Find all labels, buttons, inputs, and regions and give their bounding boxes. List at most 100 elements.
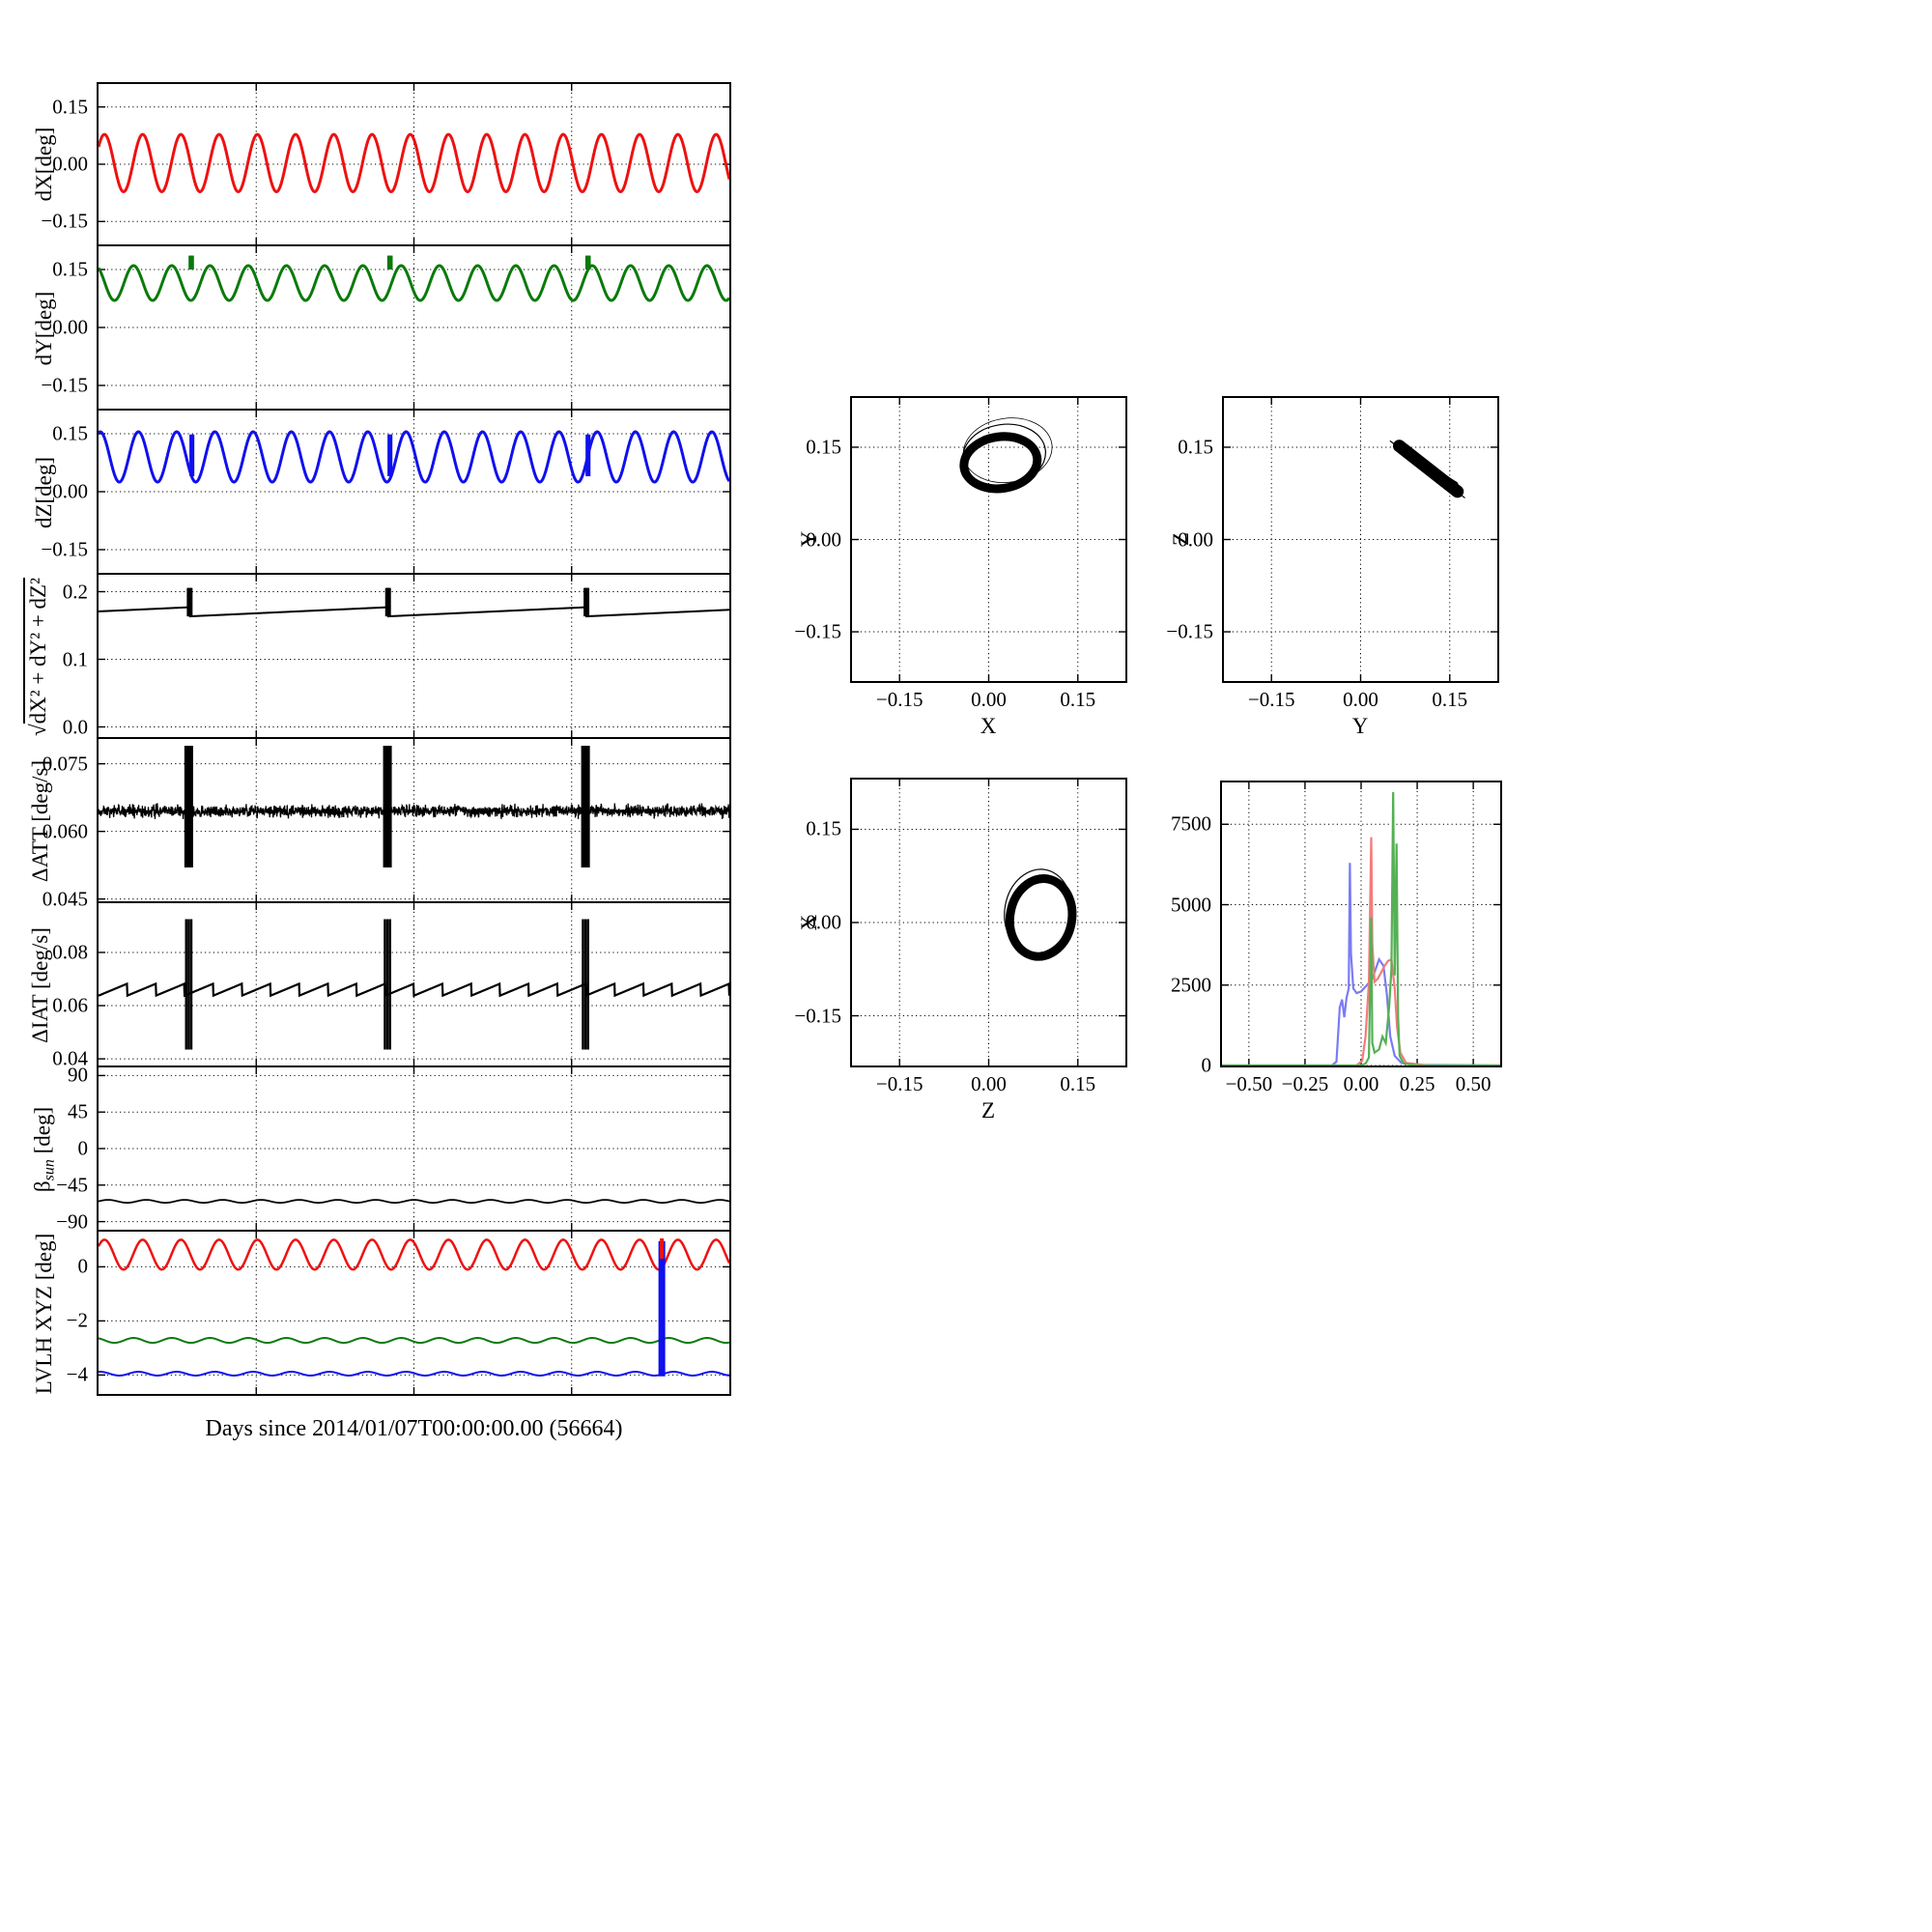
xtick-label: 0.50 bbox=[1455, 1072, 1492, 1095]
ytick-label: −4 bbox=[66, 1362, 88, 1386]
plot-delta-iat: 0.08 0.06 0.04 bbox=[52, 903, 731, 1070]
series-lvlh-z bbox=[99, 1371, 729, 1377]
series-dX bbox=[99, 132, 729, 193]
sqrt-symbol: √ bbox=[26, 724, 50, 737]
ytick-label: −0.15 bbox=[794, 1004, 841, 1028]
sqrt-radicand: dX² + dY² + dZ² bbox=[23, 577, 50, 724]
beta-units: [deg] bbox=[30, 1106, 55, 1160]
ytick-label: −45 bbox=[56, 1173, 88, 1197]
ytick-label: 0.045 bbox=[42, 887, 88, 911]
series-lvlh-x bbox=[99, 1238, 729, 1271]
ytick-label: −0.15 bbox=[794, 619, 841, 643]
beta-symbol: β bbox=[30, 1180, 55, 1193]
ytick-label: −0.15 bbox=[1166, 619, 1213, 643]
plot-dx: 0.15 0.00 −0.15 bbox=[41, 82, 731, 246]
series-dY bbox=[99, 264, 729, 302]
timeseries-stack: 0.15 0.00 −0.15 0.15 0.00 −0.15 0.15 0.00 −0.1… bbox=[41, 82, 731, 1396]
series-dZ bbox=[99, 430, 729, 484]
plot-canvas-dx bbox=[99, 84, 729, 244]
ylabel-beta-sun: βsun [deg] bbox=[31, 1107, 59, 1192]
ytick-label: 0.00 bbox=[52, 315, 88, 339]
xtick-label: −0.15 bbox=[875, 1072, 923, 1095]
plot-yz-scatter: −0.15 0.00 0.15 0.15 0.00 −0.15 bbox=[1166, 396, 1499, 711]
ytick-label: 0.15 bbox=[806, 435, 841, 459]
xtick-label: 0.00 bbox=[1343, 1072, 1379, 1095]
plot-norm: 0.2 0.1 0.0 bbox=[63, 575, 731, 739]
xtick-label: 0.15 bbox=[1060, 1072, 1096, 1095]
plot-canvas-norm bbox=[99, 575, 729, 737]
ytick-label: −90 bbox=[56, 1209, 88, 1234]
series-norm bbox=[99, 606, 729, 618]
ytick-label: 0.04 bbox=[52, 1046, 88, 1070]
plot-lvlh-xyz: 0 −2 −4 bbox=[67, 1232, 731, 1396]
ylabel-zx: X bbox=[797, 914, 821, 931]
series-lvlh-y bbox=[99, 1337, 729, 1345]
ylabel-lvlh: LVLH XYZ [deg] bbox=[32, 1233, 56, 1395]
ytick-label: 90 bbox=[68, 1063, 88, 1087]
plot-canvas-yz bbox=[1224, 398, 1497, 681]
plot-canvas-datt bbox=[99, 739, 729, 901]
series-datt-noise bbox=[99, 803, 729, 820]
ylabel-xy: Y bbox=[797, 530, 821, 548]
ytick-label: 0 bbox=[77, 1136, 89, 1160]
series-hist-x bbox=[1222, 863, 1500, 1065]
plot-canvas-xy bbox=[852, 398, 1125, 681]
xlabel-zx: Z bbox=[980, 1098, 996, 1122]
plot-canvas-dy bbox=[99, 246, 729, 409]
beta-subscript: sun bbox=[41, 1159, 58, 1181]
xlabel-yz: Y bbox=[1351, 714, 1369, 738]
ytick-label: −0.15 bbox=[41, 209, 88, 233]
ytick-label: 0.00 bbox=[806, 910, 841, 934]
xtick-label: 0.15 bbox=[1060, 688, 1096, 711]
ytick-label: 0.2 bbox=[62, 580, 88, 603]
ytick-label: 0.15 bbox=[806, 816, 841, 840]
plot-delta-att: 0.075 0.060 0.045 bbox=[43, 739, 731, 910]
ytick-label: 0.075 bbox=[42, 752, 88, 776]
plot-canvas-hist bbox=[1222, 782, 1500, 1065]
ylabel-norm: √dX² + dY² + dZ² bbox=[23, 577, 51, 737]
plot-dy: 0.15 0.00 −0.15 bbox=[41, 246, 731, 411]
plot-histogram: −0.50 −0.25 0.00 0.25 0.50 7500 5000 2500 0 bbox=[1171, 781, 1502, 1095]
xtick-label: −0.15 bbox=[875, 688, 923, 711]
ytick-label: −0.15 bbox=[41, 537, 88, 561]
xtick-label: 0.00 bbox=[1343, 688, 1378, 711]
plot-zx-scatter: −0.15 0.00 0.15 0.15 0.00 −0.15 bbox=[794, 778, 1127, 1095]
ytick-label: 0.00 bbox=[52, 479, 88, 503]
ylabel-dz: dZ[deg] bbox=[32, 456, 56, 529]
x-axis-label: Days since 2014/01/07T00:00:00.00 (56664… bbox=[205, 1416, 623, 1441]
plot-canvas-diat bbox=[99, 903, 729, 1065]
ytick-label: −2 bbox=[66, 1308, 88, 1332]
ylabel-delta-iat: ΔIAT [deg/s] bbox=[28, 927, 52, 1043]
xtick-label: 0.00 bbox=[971, 1072, 1007, 1095]
xtick-label: 0.25 bbox=[1399, 1072, 1435, 1095]
ytick-label: −0.15 bbox=[41, 373, 88, 397]
ytick-label: 0.15 bbox=[52, 421, 88, 445]
ytick-label: 0.060 bbox=[42, 819, 88, 843]
xlabel-xy: X bbox=[980, 714, 997, 738]
plot-canvas-bsun bbox=[99, 1067, 729, 1230]
series-hist-y bbox=[1222, 837, 1500, 1065]
xtick-label: −0.50 bbox=[1225, 1072, 1273, 1095]
series-diat-sawtooth bbox=[99, 981, 729, 998]
series-beta-sun bbox=[99, 1199, 729, 1205]
ytick-label: 0.00 bbox=[52, 152, 88, 176]
ytick-label: 0.15 bbox=[52, 257, 88, 281]
ytick-label: 0.15 bbox=[52, 95, 88, 119]
ytick-label: 0.15 bbox=[1178, 435, 1213, 459]
ytick-label: 0.06 bbox=[52, 993, 88, 1017]
ytick-label: 45 bbox=[68, 1099, 88, 1123]
plot-canvas-zx bbox=[852, 780, 1125, 1065]
xtick-label: −0.25 bbox=[1281, 1072, 1329, 1095]
xtick-label: 0.15 bbox=[1432, 688, 1468, 711]
xtick-label: 0.00 bbox=[971, 688, 1007, 711]
xtick-label: −0.15 bbox=[1247, 688, 1295, 711]
plot-dz: 0.15 0.00 −0.15 bbox=[41, 411, 731, 575]
ylabel-delta-att: ΔATT [deg/s] bbox=[28, 759, 52, 883]
series-hist-z bbox=[1222, 791, 1500, 1065]
ytick-label: 0.08 bbox=[52, 940, 88, 964]
ytick-label: 0.0 bbox=[62, 715, 88, 738]
ytick-label: 0.00 bbox=[806, 527, 841, 551]
plot-xy-scatter: −0.15 0.00 0.15 0.15 0.00 −0.15 bbox=[794, 396, 1127, 711]
plot-beta-sun: 90 45 0 −45 −90 bbox=[56, 1064, 731, 1233]
